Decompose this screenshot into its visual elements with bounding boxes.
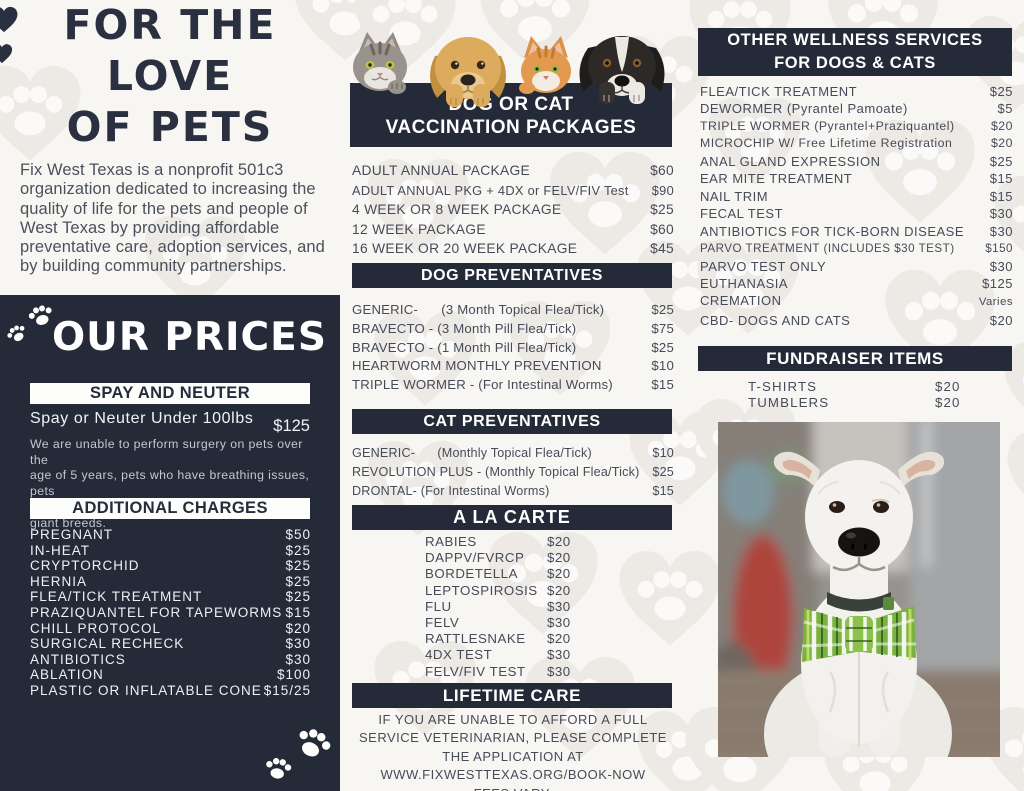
price-row: GENERIC- (3 Month Topical Flea/Tick) $25: [352, 302, 674, 317]
pets-photo: [353, 32, 665, 107]
orange-cat: [519, 36, 571, 94]
dog-preventatives-header: DOG PREVENTATIVES: [352, 263, 672, 288]
paw-icon: [264, 756, 293, 781]
price-row: EUTHANASIA $125: [700, 275, 1013, 291]
price-row: ADULT ANNUAL PACKAGE $60: [352, 163, 674, 178]
page-title: FOR THE LOVE OF PETS: [63, 1, 277, 151]
a-la-carte-list: RABIES $20 DAPPV/FVRCP $20 BORDETELLA $2…: [352, 534, 674, 680]
price-row: LEPTOSPIROSIS $20: [425, 582, 571, 598]
prices-panel: OUR PRICES SPAY AND NEUTER Spay or Neute…: [0, 295, 340, 791]
spay-neuter-header: SPAY AND NEUTER: [30, 383, 310, 404]
vaccination-price-list: ADULT ANNUAL PACKAGE $60 ADULT ANNUAL PK…: [352, 161, 674, 259]
price-row: CHILL PROTOCOL $20: [30, 620, 311, 636]
price-row: RABIES $20: [425, 534, 571, 549]
price-row: ANAL GLAND EXPRESSION $25: [700, 153, 1013, 169]
lifetime-care-header: LIFETIME CARE: [352, 683, 672, 708]
price-row: FLU $30: [425, 598, 571, 614]
price-row: FELV/FIV TEST $30: [425, 663, 571, 679]
price-row: DEWORMER (Pyrantel Pamoate) $5: [700, 101, 1013, 117]
gray-cat: [353, 32, 407, 94]
prices-heading: OUR PRICES: [52, 315, 327, 360]
price-row: FELV $30: [425, 615, 571, 631]
price-row: 4DX TEST $30: [425, 647, 571, 663]
price-row: BORDETELLA $20: [425, 566, 571, 582]
wellness-services-list: FLEA/TICK TREATMENT $25 DEWORMER (Pyrant…: [700, 83, 1013, 329]
price-row: NAIL TRIM $15: [700, 188, 1013, 204]
price-row: CRYPTORCHID $25: [30, 558, 311, 574]
price-row: PARVO TREATMENT (INCLUDES $30 TEST) $150: [700, 242, 1013, 256]
price-row: HERNIA $25: [30, 573, 311, 589]
cat-preventatives-list: GENERIC- (Monthly Topical Flea/Tick) $10…: [352, 444, 674, 501]
additional-charges-header: ADDITIONAL CHARGES: [30, 498, 310, 519]
lifetime-care-text: IF YOU ARE UNABLE TO AFFORD A FULL SERVI…: [359, 712, 667, 791]
cat-preventatives-header: CAT PREVENTATIVES: [352, 409, 672, 434]
spay-item-price: $125: [273, 417, 310, 435]
price-row: CBD- DOGS AND CATS $20: [700, 312, 1013, 328]
price-row: IN-HEAT $25: [30, 542, 311, 558]
price-row: FLEA/TICK TREATMENT $25: [30, 589, 311, 605]
golden-puppy: [429, 37, 507, 107]
dog-photo: [718, 422, 1000, 757]
price-row: 16 WEEK OR 20 WEEK PACKAGE $45: [352, 241, 674, 257]
price-row: DAPPV/FVRCP $20: [425, 550, 571, 566]
price-row: DRONTAL- (For Intestinal Worms) $15: [352, 484, 674, 498]
price-row: BRAVECTO - (3 Month Pill Flea/Tick) $75: [352, 320, 674, 336]
fundraiser-items-header: FUNDRAISER ITEMS: [698, 346, 1012, 371]
price-row: BRAVECTO - (1 Month Pill Flea/Tick) $25: [352, 339, 674, 355]
price-row: FLEA/TICK TREATMENT $25: [700, 84, 1013, 99]
spay-item-label: Spay or Neuter Under 100lbs: [30, 410, 254, 427]
price-row: HEARTWORM MONTHLY PREVENTION $10: [352, 358, 674, 374]
price-row: ADULT ANNUAL PKG + 4DX or FELV/FIV Test …: [352, 182, 674, 198]
additional-charges-list: PREGNANT $50 IN-HEAT $25 CRYPTORCHID $25…: [30, 527, 311, 699]
price-row: PREGNANT $50: [30, 527, 311, 542]
intro-paragraph: Fix West Texas is a nonprofit 501c3 orga…: [20, 161, 325, 276]
price-row: MICROCHIP W/ Free Lifetime Registration …: [700, 136, 1013, 151]
price-row: TRIPLE WORMER (Pyrantel+Praziquantel) $2…: [700, 118, 1013, 133]
price-row: ABLATION $100: [30, 667, 311, 683]
price-row: PARVO TEST ONLY $30: [700, 258, 1013, 274]
price-row: PRAZIQUANTEL FOR TAPEWORMS $15: [30, 604, 311, 620]
price-row: 12 WEEK PACKAGE $60: [352, 221, 674, 237]
dog-preventatives-list: GENERIC- (3 Month Topical Flea/Tick) $25…: [352, 301, 674, 395]
price-row: REVOLUTION PLUS - (Monthly Topical Flea/…: [352, 465, 674, 479]
price-row: T-SHIRTS $20: [748, 379, 961, 394]
price-row: ANTIBIOTICS FOR TICK-BORN DISEASE $30: [700, 223, 1013, 239]
price-row: GENERIC- (Monthly Topical Flea/Tick) $10: [352, 446, 674, 460]
price-row: ANTIBIOTICS $30: [30, 651, 311, 667]
price-row: CREMATION Varies: [700, 293, 1013, 309]
price-row: EAR MITE TREATMENT $15: [700, 171, 1013, 187]
price-row: TRIPLE WORMER - (For Intestinal Worms) $…: [352, 377, 674, 393]
wellness-services-header: OTHER WELLNESS SERVICES FOR DOGS & CATS: [698, 28, 1012, 76]
price-row: SURGICAL RECHECK $30: [30, 636, 311, 652]
price-row: TUMBLERS $20: [748, 394, 961, 410]
price-row: 4 WEEK OR 8 WEEK PACKAGE $25: [352, 202, 674, 218]
price-row: FECAL TEST $30: [700, 206, 1013, 222]
fundraiser-items-list: T-SHIRTS $20 TUMBLERS $20: [700, 379, 1013, 410]
price-row: PLASTIC OR INFLATABLE CONE $15/25: [30, 682, 311, 698]
price-row: RATTLESNAKE $20: [425, 631, 571, 647]
a-la-carte-header: A LA CARTE: [352, 505, 672, 530]
black-white-dog: [579, 36, 665, 104]
